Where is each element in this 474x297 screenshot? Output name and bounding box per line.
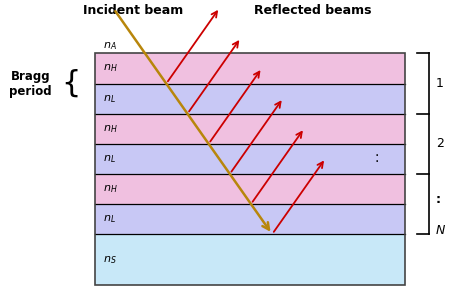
Text: $n_S$: $n_S$: [103, 254, 117, 266]
Text: 1: 1: [436, 77, 444, 90]
Bar: [95, 114, 405, 144]
Text: $n_{H}$: $n_{H}$: [103, 63, 118, 75]
Bar: [95, 53, 405, 285]
Text: $n_{L}$: $n_{L}$: [103, 213, 116, 225]
Bar: [95, 144, 405, 174]
Text: $n_{H}$: $n_{H}$: [103, 183, 118, 195]
Text: Incident beam: Incident beam: [82, 4, 183, 18]
Bar: [95, 53, 405, 83]
Text: $n_A$: $n_A$: [103, 40, 117, 52]
Bar: [95, 83, 405, 114]
Text: ·: ·: [374, 149, 379, 163]
Bar: [95, 204, 405, 234]
Bar: [95, 174, 405, 204]
Text: :: :: [436, 193, 441, 206]
Text: ·: ·: [374, 155, 379, 169]
Bar: [95, 234, 405, 285]
Text: Bragg
period: Bragg period: [9, 69, 52, 98]
Text: Reflected beams: Reflected beams: [254, 4, 372, 18]
Text: $n_{H}$: $n_{H}$: [103, 123, 118, 135]
Text: $n_{L}$: $n_{L}$: [103, 93, 116, 105]
Text: 2: 2: [436, 137, 444, 150]
Text: {: {: [62, 69, 81, 98]
Text: N: N: [436, 224, 446, 237]
Text: $n_{L}$: $n_{L}$: [103, 153, 116, 165]
